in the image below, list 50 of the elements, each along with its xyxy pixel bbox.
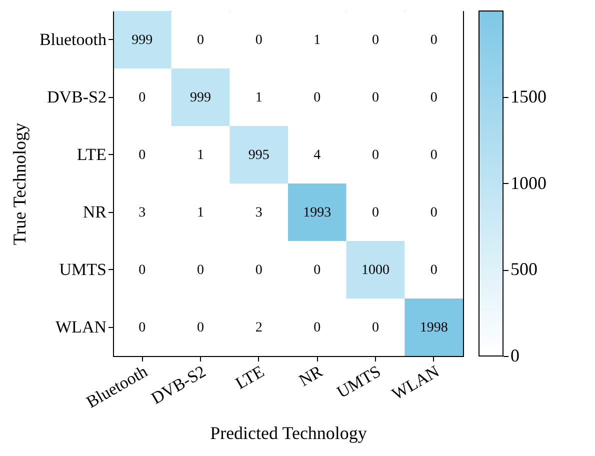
data-label: 0 [372,148,379,163]
data-label: 3 [138,205,146,220]
data-label: 0 [138,320,146,336]
data-label: 0 [197,262,204,278]
x-tick-label: LTE [232,362,268,394]
color-bar-label: 500 [510,259,538,280]
data-label: 0 [430,205,438,220]
data-label: 0 [372,320,379,336]
data-label: 0 [430,262,438,278]
data-label: 1 [255,90,262,106]
data-label: 0 [138,262,146,278]
x-tick-label: NR [296,361,326,390]
data-label: 1998 [420,320,448,336]
data-label: 1 [197,148,204,163]
data-label: 0 [255,32,262,48]
data-label: 0 [430,90,438,106]
data-label: 1000 [362,262,390,278]
data-label: 0 [197,320,204,336]
color-bar-label: 1000 [510,172,546,193]
color-bar-label: 1500 [510,86,546,106]
data-label: 995 [248,148,270,163]
data-label: 0 [430,32,438,48]
y-axis-title: True Technology [9,122,30,246]
data-label: 0 [314,320,321,336]
data-label: 1 [314,32,321,48]
data-label: 0 [372,32,379,48]
data-label: 0 [314,90,321,106]
data-label: 4 [314,148,321,163]
data-label: 2 [255,320,262,336]
data-label: 1 [197,205,204,220]
y-tick-label: WLAN [56,317,106,336]
data-label: 0 [372,205,379,220]
x-axis-title: Predicted Technology [210,422,367,443]
y-tick-label: DVB-S2 [46,87,106,106]
y-tick-label: LTE [76,144,106,164]
data-label: 0 [430,148,438,163]
data-label: 0 [372,90,379,106]
data-label: 0 [138,90,146,106]
data-label: 0 [138,148,146,163]
data-label: 999 [132,32,153,48]
data-label: 0 [255,262,262,278]
data-label: 0 [197,32,204,48]
data-label: 1993 [303,205,332,220]
y-tick-label: Bluetooth [39,30,107,49]
color-bar-label: 0 [510,346,520,366]
data-label: 3 [255,205,262,220]
data-label: 0 [314,262,321,278]
y-tick-label: UMTS [59,260,106,279]
data-label: 999 [190,90,211,106]
y-tick-label: NR [82,202,108,222]
